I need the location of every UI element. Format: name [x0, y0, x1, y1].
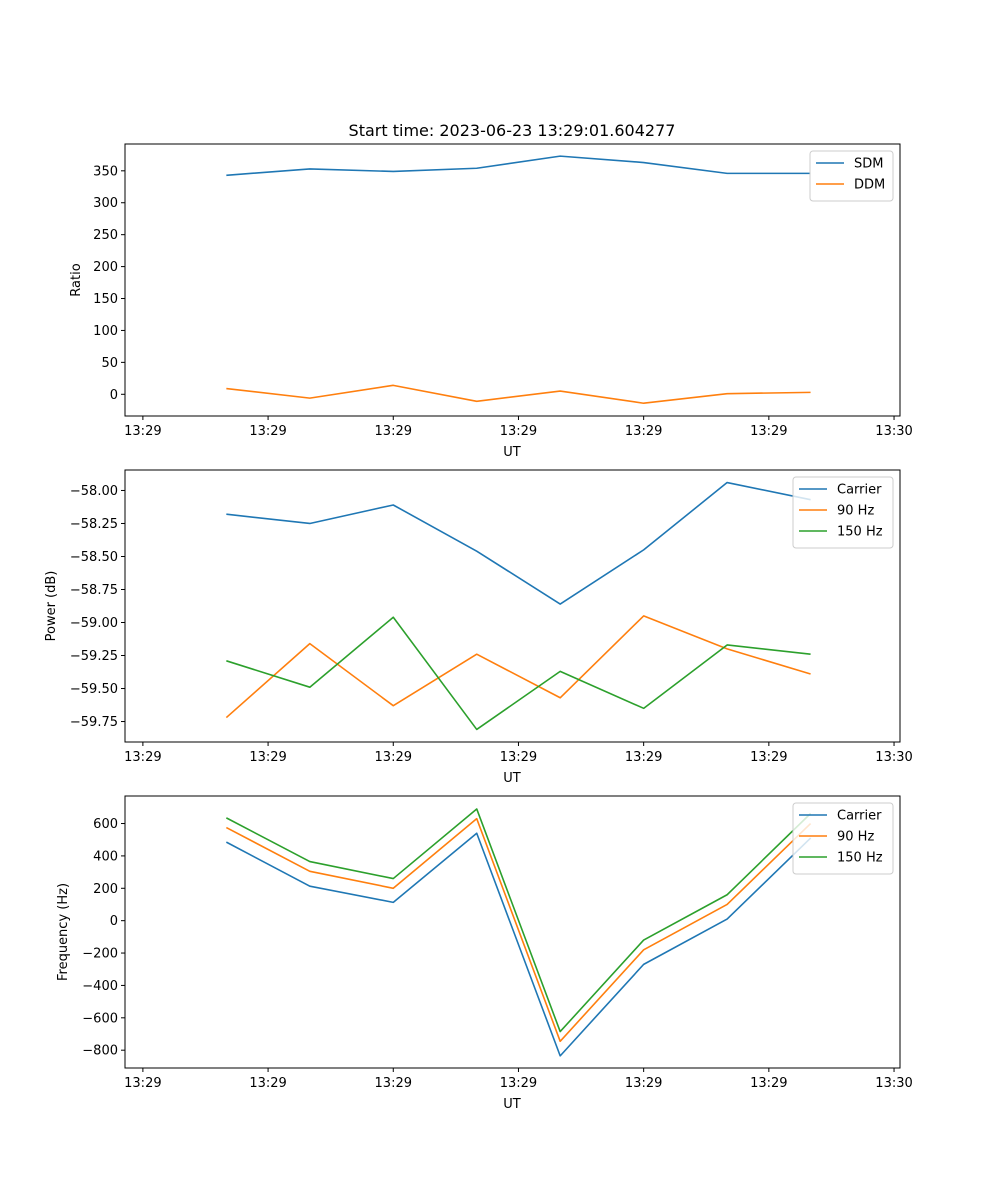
- series-line-150-hz: [226, 616, 811, 731]
- y-axis-label: Ratio: [69, 263, 84, 296]
- legend: SDM DDM: [809, 150, 894, 202]
- y-axis-label: Frequency (Hz): [56, 883, 71, 981]
- y-tick-label: 200: [93, 882, 118, 897]
- y-tick-label: 50: [101, 356, 118, 371]
- y-axis-label: Power (dB): [44, 571, 59, 642]
- y-tick-label: −59.75: [70, 715, 118, 730]
- x-tick-label: 13:29: [124, 1076, 161, 1091]
- y-tick-label: −800: [82, 1044, 118, 1059]
- plot-area-frequency: 13:29 13:29 13:29 13:29 13:29 13:29 13:30 −800 −…: [82, 795, 913, 1091]
- axes-frame: [124, 469, 901, 743]
- axes-frame: [124, 795, 901, 1069]
- x-tick-label: 13:29: [124, 424, 161, 439]
- y-tick-label: 0: [110, 914, 118, 929]
- y-tick-label: −200: [82, 947, 118, 962]
- x-tick-label: 13:29: [375, 424, 412, 439]
- y-tick-label: 0: [110, 388, 118, 403]
- legend-label: Carrier: [837, 809, 882, 824]
- plot-area-power: 13:29 13:29 13:29 13:29 13:29 13:29 13:30 −59.7…: [70, 469, 913, 765]
- x-axis-label: UT: [503, 1097, 521, 1112]
- series-line-carrier: [225, 832, 812, 1057]
- x-tick-label: 13:29: [375, 750, 412, 765]
- x-tick-label: 13:29: [625, 1076, 662, 1091]
- x-axis-label: UT: [503, 445, 521, 460]
- x-tick-label: 13:29: [625, 424, 662, 439]
- x-tick-label: 13:30: [875, 424, 912, 439]
- series-line-ddm: [226, 384, 811, 405]
- x-tick-label: 13:29: [249, 1076, 286, 1091]
- series-line-90-hz: [225, 817, 812, 1043]
- legend-label: 150 Hz: [837, 525, 883, 540]
- y-tick-label: −58.25: [70, 517, 118, 532]
- y-tick-label: −58.50: [70, 550, 118, 565]
- legend-label: Carrier: [837, 483, 882, 498]
- x-tick-label: 13:29: [625, 750, 662, 765]
- legend-label: 90 Hz: [837, 504, 874, 519]
- x-tick-label: 13:29: [750, 424, 787, 439]
- legend-label: SDM: [854, 157, 883, 172]
- y-tick-label: −59.50: [70, 682, 118, 697]
- y-tick-label: −59.00: [70, 616, 118, 631]
- panel-ratio: Start time: 2023-06-23 13:29:01.604277 1…: [69, 121, 913, 460]
- legend-label: 150 Hz: [837, 851, 883, 866]
- legend: Carrier 90 Hz 150 Hz: [792, 476, 894, 549]
- y-tick-label: 150: [93, 292, 118, 307]
- plot-area-ratio: 13:29 13:29 13:29 13:29 13:29 13:29 13:30 0 50 10…: [93, 143, 913, 439]
- legend-label: 90 Hz: [837, 830, 874, 845]
- series-line-90-hz: [225, 615, 811, 719]
- x-tick-label: 13:29: [750, 1076, 787, 1091]
- y-tick-label: 350: [93, 164, 118, 179]
- y-tick-label: −58.75: [70, 583, 118, 598]
- legend-label: DDM: [854, 178, 885, 193]
- y-tick-label: 400: [93, 849, 118, 864]
- axes-frame: [124, 143, 901, 417]
- y-tick-label: −58.00: [70, 484, 118, 499]
- panel-frequency: 13:29 13:29 13:29 13:29 13:29 13:29 13:30 −800 −…: [56, 795, 913, 1112]
- x-tick-label: 13:29: [500, 424, 537, 439]
- y-tick-label: 300: [93, 196, 118, 211]
- y-tick-label: −400: [82, 979, 118, 994]
- y-tick-label: −600: [82, 1011, 118, 1026]
- x-tick-label: 13:29: [124, 750, 161, 765]
- y-tick-label: 100: [93, 324, 118, 339]
- legend: Carrier 90 Hz 150 Hz: [792, 802, 894, 875]
- series-line-carrier: [226, 481, 811, 605]
- y-tick-label: −59.25: [70, 649, 118, 664]
- x-tick-label: 13:29: [375, 1076, 412, 1091]
- chart-title: Start time: 2023-06-23 13:29:01.604277: [349, 121, 676, 140]
- x-tick-label: 13:29: [500, 1076, 537, 1091]
- panel-power: 13:29 13:29 13:29 13:29 13:29 13:29 13:30 −59.7…: [44, 469, 913, 786]
- series-line-sdm: [226, 155, 811, 177]
- y-tick-label: 600: [93, 817, 118, 832]
- x-tick-label: 13:30: [875, 750, 912, 765]
- x-axis-label: UT: [503, 771, 521, 786]
- x-tick-label: 13:29: [750, 750, 787, 765]
- x-tick-label: 13:29: [249, 424, 286, 439]
- y-tick-label: 250: [93, 228, 118, 243]
- x-tick-label: 13:30: [875, 1076, 912, 1091]
- x-tick-label: 13:29: [500, 750, 537, 765]
- y-tick-label: 200: [93, 260, 118, 275]
- series-line-150-hz: [225, 808, 812, 1033]
- x-tick-label: 13:29: [249, 750, 286, 765]
